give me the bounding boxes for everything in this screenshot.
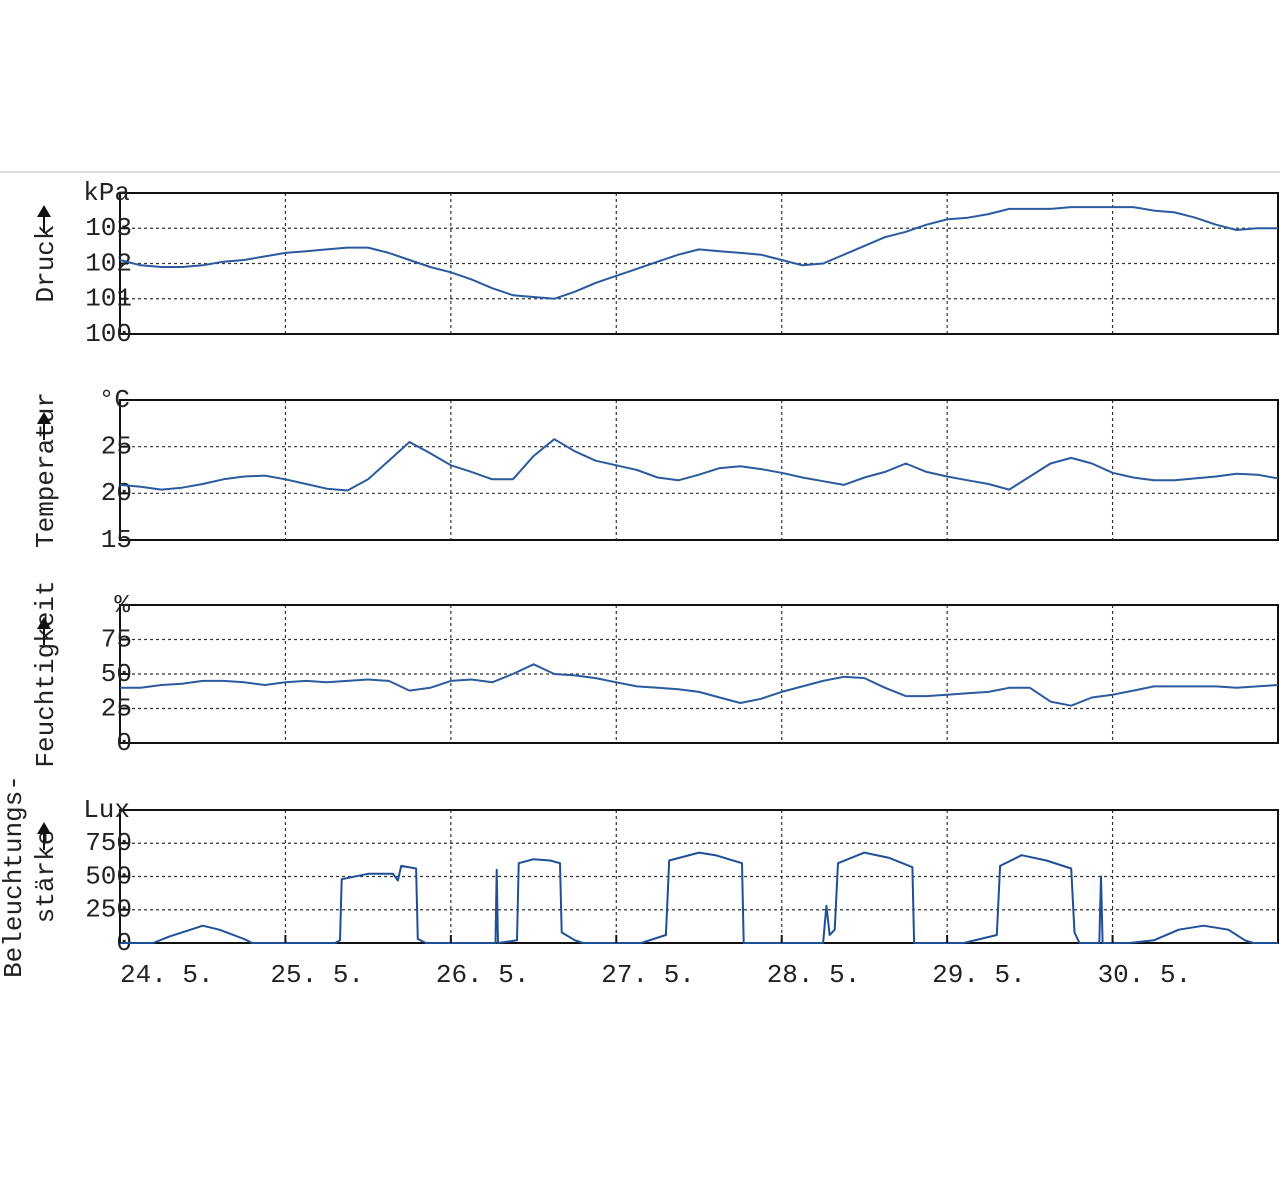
- x-tick-label: 28. 5.: [767, 960, 861, 990]
- y-tick-label: 0: [116, 728, 132, 758]
- data-line: [120, 663, 1279, 707]
- y-tick-label: 100: [85, 319, 132, 349]
- y-tick-label: 102: [85, 248, 132, 278]
- y-tick-label: 101: [85, 284, 132, 314]
- plot-frame: [119, 399, 1279, 541]
- unit-label: °C: [99, 385, 130, 415]
- y-tick-label: 75: [101, 624, 132, 654]
- unit-label: %: [114, 590, 130, 620]
- y-tick-label: 250: [85, 895, 132, 925]
- y-axis-label: Druck: [31, 224, 61, 302]
- y-axis-label: Feuchtigkeit: [31, 580, 61, 767]
- x-tick-label: 27. 5.: [601, 960, 695, 990]
- y-axis-label: stärke: [31, 830, 61, 924]
- y-tick-label: 15: [101, 525, 132, 555]
- axis-arrow-head: [37, 822, 51, 834]
- x-tick-label: 24. 5.: [120, 960, 214, 990]
- x-tick-label: 29. 5.: [932, 960, 1026, 990]
- data-line: [119, 206, 1278, 300]
- y-tick-label: 103: [85, 213, 132, 243]
- data-line: [119, 438, 1279, 492]
- axis-arrow-head: [37, 205, 51, 217]
- unit-label: Lux: [83, 795, 130, 825]
- unit-label: kPa: [83, 178, 130, 208]
- y-tick-label: 750: [85, 828, 132, 858]
- y-tick-label: 50: [101, 659, 132, 689]
- x-tick-label: 30. 5.: [1098, 960, 1192, 990]
- x-tick-label: 26. 5.: [436, 960, 530, 990]
- x-tick-label: 25. 5.: [270, 960, 364, 990]
- y-tick-label: 25: [101, 693, 132, 723]
- y-tick-label: 25: [101, 432, 132, 462]
- y-tick-label: 20: [101, 478, 132, 508]
- y-tick-label: 500: [85, 861, 132, 891]
- data-line: [120, 851, 1278, 944]
- axis-arrow-head: [37, 617, 51, 629]
- axis-arrow-head: [37, 412, 51, 424]
- y-axis-label: Beleuchtungs-: [0, 775, 29, 978]
